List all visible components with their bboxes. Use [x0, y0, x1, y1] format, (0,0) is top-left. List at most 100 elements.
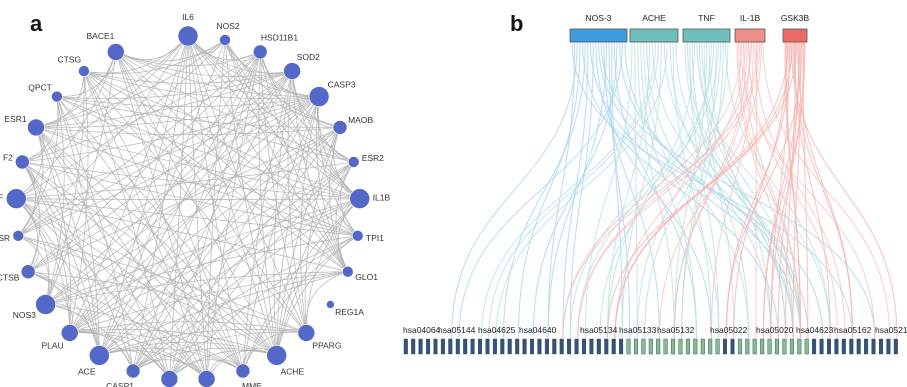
pathway-bar [841, 338, 846, 355]
node-esr1 [27, 118, 45, 137]
network-edge [259, 51, 307, 334]
pathway-label-hsa05144: hsa05144 [438, 325, 476, 335]
network-edge [132, 161, 354, 372]
network-edge [242, 198, 360, 372]
network-edge [35, 127, 72, 333]
network-edge [22, 51, 261, 163]
network-edge [45, 51, 117, 305]
network-edge [115, 51, 244, 372]
node-tnf [5, 188, 27, 209]
node-pparg [297, 324, 316, 342]
link-tnf [599, 41, 712, 339]
link-il-1b [562, 41, 759, 339]
pathway-label-hsa04640: hsa04640 [519, 325, 557, 335]
link-tnf [644, 41, 729, 339]
pathway-bar [537, 338, 542, 355]
network-edge [21, 161, 100, 356]
network-edge [187, 35, 341, 128]
network-edge [69, 331, 244, 372]
link-ache [672, 41, 712, 339]
node-label-mme: MME [242, 381, 262, 387]
network-edge [276, 235, 358, 356]
node-il1b [349, 188, 371, 209]
link-nos-3 [595, 41, 712, 339]
network-edge [35, 127, 341, 136]
network-edge [259, 51, 349, 272]
network-edge [99, 350, 207, 380]
node-label-plau: PLAU [41, 341, 63, 351]
network-edge [99, 341, 277, 356]
network-edge [316, 96, 349, 272]
network-edge [287, 71, 307, 333]
network-edge [28, 271, 170, 380]
network-edge [45, 70, 293, 305]
network-edge [21, 161, 134, 372]
network-edge [18, 235, 277, 356]
gene-node-ache [629, 28, 679, 43]
network-edge [35, 96, 320, 128]
pathway-bar [678, 338, 683, 355]
pathway-bar [530, 338, 535, 355]
pathway-bar [723, 338, 728, 355]
node-label-tpi1: TPI1 [366, 233, 384, 243]
node-ache [266, 345, 288, 366]
network-edge [56, 96, 341, 128]
network-edge [18, 35, 189, 237]
network-edge [224, 39, 349, 272]
network-edge [35, 39, 226, 128]
network-edge [98, 70, 293, 356]
network-edge [45, 96, 65, 305]
network-edge [16, 198, 207, 380]
pathway-label-hsa0521: hsa0521 [875, 325, 907, 335]
panel-a-letter: a [30, 11, 43, 36]
node-tpi1 [351, 230, 364, 242]
network-edge [69, 161, 354, 334]
network-edge [304, 127, 341, 333]
network-edge [45, 198, 360, 305]
network-edge [35, 127, 170, 380]
pathway-bar [552, 338, 557, 355]
network-edge [187, 35, 360, 200]
pathway-bar [619, 338, 624, 355]
pathway-bar [433, 338, 438, 355]
link-il-1b [754, 41, 846, 339]
network-edge [276, 161, 355, 356]
node-bche [160, 370, 179, 387]
node-il6 [177, 25, 199, 47]
network-edge [18, 96, 320, 237]
link-nos-3 [547, 41, 576, 339]
pathway-bar [515, 338, 520, 355]
link-tnf [725, 41, 831, 339]
gene-label-il-1b: IL-1B [740, 13, 761, 23]
pathway-bar [648, 338, 653, 355]
network-edge [83, 70, 207, 380]
pathway-bar [856, 338, 861, 355]
pathway-label-hsa05022: hsa05022 [710, 325, 748, 335]
pathway-bar [418, 338, 423, 355]
network-edge [115, 51, 207, 380]
link-il-1b [755, 41, 758, 339]
link-nos-3 [450, 41, 578, 339]
node-label-il1b: IL1B [373, 193, 391, 203]
network-edge [22, 96, 320, 163]
network-edge [242, 235, 358, 372]
link-ache [675, 41, 802, 339]
network-edge [115, 51, 278, 356]
pathway-label-hsa04623: hsa04623 [796, 325, 834, 335]
pathway-label-hsa05133: hsa05133 [619, 325, 657, 335]
network-edge [16, 198, 50, 305]
network-edge [18, 235, 307, 334]
network-edge [35, 35, 189, 128]
network-edge [169, 96, 320, 380]
network-edge [317, 96, 359, 237]
node-nos2 [219, 34, 231, 46]
network-edge [83, 70, 320, 100]
node-qpct [51, 90, 63, 103]
network-edge [187, 35, 354, 163]
node-label-insr: INSR [0, 233, 10, 243]
link-nos-3 [458, 41, 623, 339]
network-edge [115, 51, 293, 77]
network-edges [16, 35, 360, 380]
